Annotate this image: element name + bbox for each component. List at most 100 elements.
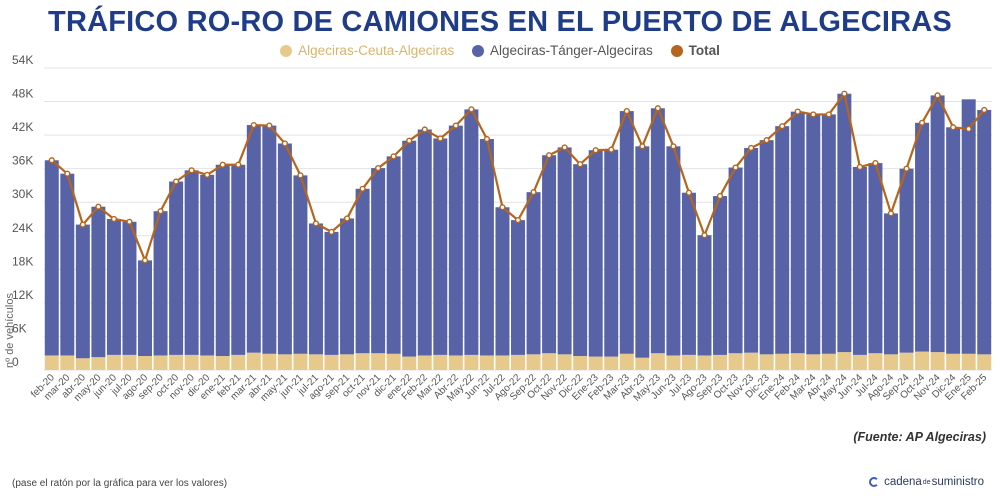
point-total[interactable] [918,119,926,126]
bar-ceuta[interactable] [340,354,355,370]
point-total[interactable] [608,146,615,153]
point-total[interactable] [157,208,164,215]
bar-tanger[interactable] [744,147,759,353]
bar-ceuta[interactable] [744,352,759,370]
point-total[interactable] [763,137,770,144]
bar-ceuta[interactable] [153,355,168,370]
bar-tanger[interactable] [883,213,898,355]
point-total[interactable] [639,143,646,150]
bar-tanger[interactable] [681,192,696,355]
bar-tanger[interactable] [277,143,292,355]
bar-tanger[interactable] [759,140,774,355]
bar-ceuta[interactable] [386,353,401,370]
point-total[interactable] [545,152,553,159]
point-total[interactable] [452,122,459,129]
bar-tanger[interactable] [75,224,90,359]
point-total[interactable] [188,167,195,174]
bar-ceuta[interactable] [775,353,790,370]
bar-ceuta[interactable] [293,353,308,370]
bar-tanger[interactable] [417,129,432,356]
bar-tanger[interactable] [961,99,976,354]
bar-tanger[interactable] [448,125,463,356]
bar-tanger[interactable] [355,188,370,354]
bar-tanger[interactable] [790,111,805,354]
point-total[interactable] [64,170,71,177]
bar-ceuta[interactable] [759,354,774,370]
bar-ceuta[interactable] [930,352,945,370]
point-total[interactable] [95,203,102,210]
bar-ceuta[interactable] [728,353,743,370]
bar-ceuta[interactable] [371,353,386,370]
bar-tanger[interactable] [526,192,541,355]
bar-tanger[interactable] [713,196,728,355]
bar-tanger[interactable] [650,108,665,354]
bar-ceuta[interactable] [681,354,696,370]
point-total[interactable] [810,111,817,118]
bar-tanger[interactable] [775,126,790,354]
bar-ceuta[interactable] [44,355,59,370]
point-total[interactable] [204,171,211,178]
bar-ceuta[interactable] [417,355,432,370]
bar-tanger[interactable] [371,168,386,354]
bar-tanger[interactable] [899,168,914,353]
bar-ceuta[interactable] [106,354,121,370]
bar-tanger[interactable] [60,173,75,356]
bar-tanger[interactable] [635,146,650,358]
point-total[interactable] [716,192,724,200]
bar-tanger[interactable] [852,166,867,355]
point-total[interactable] [592,147,599,154]
point-total[interactable] [235,161,242,168]
bar-ceuta[interactable] [806,354,821,370]
bar-tanger[interactable] [821,114,836,354]
bar-ceuta[interactable] [511,354,525,370]
point-total[interactable] [794,108,801,115]
bar-tanger[interactable] [479,139,494,356]
bar-tanger[interactable] [184,170,199,355]
bar-ceuta[interactable] [526,354,541,370]
point-total[interactable] [779,123,786,130]
point-total[interactable] [825,111,832,118]
point-total[interactable] [141,257,149,264]
bar-tanger[interactable] [868,163,883,354]
bar-ceuta[interactable] [246,352,261,370]
legend-item-tanger[interactable]: Algeciras-Tánger-Algeciras [472,43,653,58]
point-total[interactable] [701,232,708,239]
point-total[interactable] [172,178,180,185]
point-total[interactable] [561,144,568,151]
bar-ceuta[interactable] [138,356,153,370]
point-total[interactable] [654,105,661,112]
bar-tanger[interactable] [200,174,215,356]
point-total[interactable] [623,107,630,115]
bar-ceuta[interactable] [573,356,588,370]
point-total[interactable] [514,217,522,224]
point-total[interactable] [110,215,118,223]
point-total[interactable] [872,159,879,167]
bar-tanger[interactable] [588,150,603,357]
bar-tanger[interactable] [666,146,681,356]
point-total[interactable] [577,161,584,168]
bar-ceuta[interactable] [60,355,75,370]
bar-tanger[interactable] [169,181,184,355]
bar-tanger[interactable] [122,221,137,355]
point-total[interactable] [981,106,988,114]
bar-ceuta[interactable] [308,354,323,370]
point-total[interactable] [375,165,382,172]
bar-tanger[interactable] [262,125,277,354]
point-total[interactable] [499,204,506,211]
bar-ceuta[interactable] [479,355,494,370]
bar-ceuta[interactable] [635,357,650,370]
bar-tanger[interactable] [542,155,557,354]
legend-item-total[interactable]: Total [670,43,720,58]
bar-tanger[interactable] [433,138,448,355]
bar-ceuta[interactable] [184,354,199,370]
bar-ceuta[interactable] [821,353,836,370]
point-total[interactable] [670,143,677,150]
point-total[interactable] [79,221,86,228]
bar-ceuta[interactable] [169,354,184,370]
point-total[interactable] [126,218,133,225]
point-total[interactable] [685,189,693,196]
bar-tanger[interactable] [573,164,588,357]
bar-tanger[interactable] [215,164,230,357]
bar-tanger[interactable] [308,223,323,355]
point-total[interactable] [437,135,444,142]
